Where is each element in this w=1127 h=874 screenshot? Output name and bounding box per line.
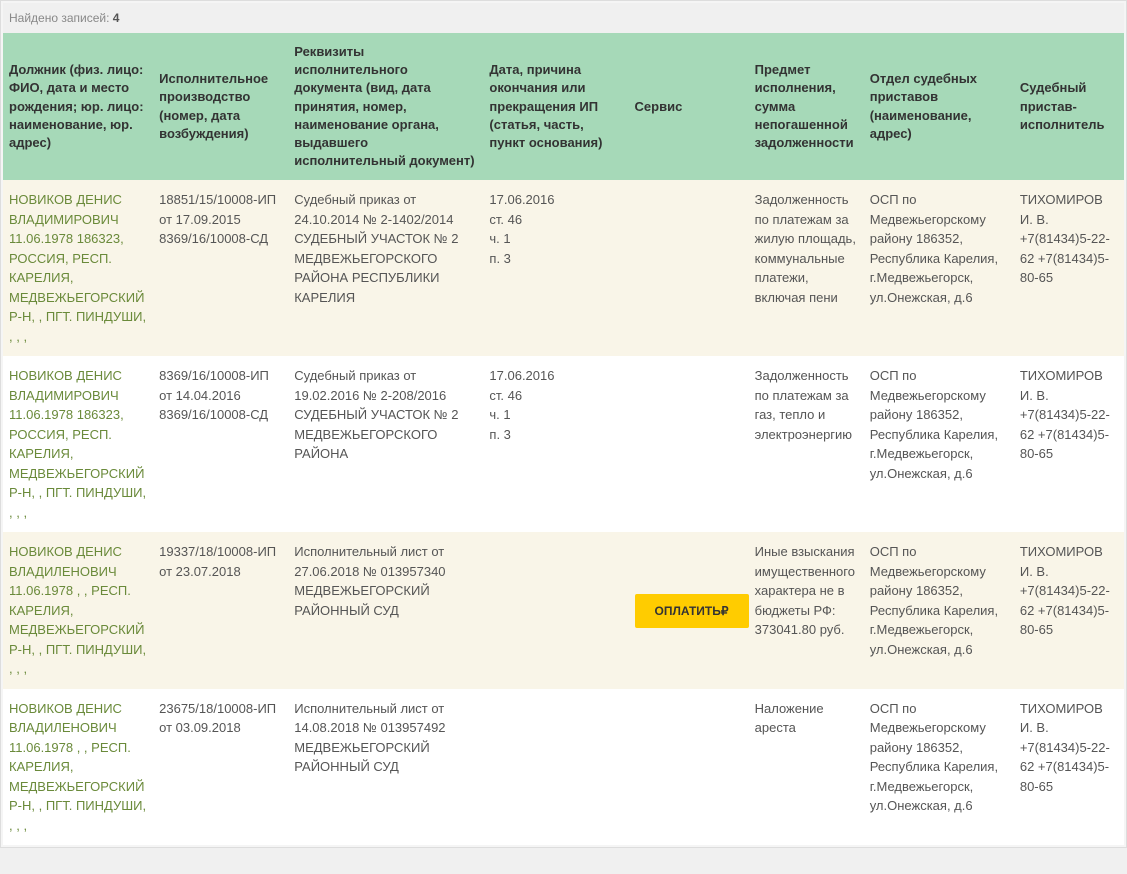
cell-document: Исполнительный лист от 27.06.2018 № 0139…	[288, 532, 483, 689]
table-row: НОВИКОВ ДЕНИС ВЛАДИЛЕНОВИЧ 11.06.1978 , …	[3, 689, 1124, 846]
cell-document: Судебный приказ от 19.02.2016 № 2-208/20…	[288, 356, 483, 532]
cell-debtor: НОВИКОВ ДЕНИС ВЛАДИМИРОВИЧ 11.06.1978 18…	[3, 356, 153, 532]
cell-service: ОПЛАТИТЬ₽	[629, 532, 749, 689]
cell-debtor: НОВИКОВ ДЕНИС ВЛАДИЛЕНОВИЧ 11.06.1978 , …	[3, 532, 153, 689]
cell-proceeding: 18851/15/10008-ИП от 17.09.2015 8369/16/…	[153, 180, 288, 356]
col-header-department: Отдел судебных приставов (наименование, …	[864, 33, 1014, 180]
records-count-value: 4	[113, 11, 120, 25]
cell-subject: Иные взыскания имущественного характера …	[749, 532, 864, 689]
cell-document: Судебный приказ от 24.10.2014 № 2-1402/2…	[288, 180, 483, 356]
cell-department: ОСП по Медвежьегорскому району 186352, Р…	[864, 356, 1014, 532]
cell-proceeding: 19337/18/10008-ИП от 23.07.2018	[153, 532, 288, 689]
col-header-bailiff: Судебный пристав-исполнитель	[1014, 33, 1124, 180]
results-container: Найдено записей: 4 Должник (физ. лицо: Ф…	[0, 0, 1127, 848]
cell-proceeding: 23675/18/10008-ИП от 03.09.2018	[153, 689, 288, 846]
col-header-document: Реквизиты исполнительного документа (вид…	[288, 33, 483, 180]
table-row: НОВИКОВ ДЕНИС ВЛАДИМИРОВИЧ 11.06.1978 18…	[3, 356, 1124, 532]
cell-debtor: НОВИКОВ ДЕНИС ВЛАДИЛЕНОВИЧ 11.06.1978 , …	[3, 689, 153, 846]
cell-proceeding: 8369/16/10008-ИП от 14.04.2016 8369/16/1…	[153, 356, 288, 532]
col-header-service: Сервис	[629, 33, 749, 180]
cell-subject: Наложение ареста	[749, 689, 864, 846]
cell-department: ОСП по Медвежьегорскому району 186352, Р…	[864, 180, 1014, 356]
table-row: НОВИКОВ ДЕНИС ВЛАДИМИРОВИЧ 11.06.1978 18…	[3, 180, 1124, 356]
table-header: Должник (физ. лицо: ФИО, дата и место ро…	[3, 33, 1124, 180]
cell-bailiff: ТИХОМИРОВ И. В. +7(81434)5-22-62 +7(8143…	[1014, 356, 1124, 532]
table-body: НОВИКОВ ДЕНИС ВЛАДИМИРОВИЧ 11.06.1978 18…	[3, 180, 1124, 845]
cell-department: ОСП по Медвежьегорскому району 186352, Р…	[864, 532, 1014, 689]
cell-termination: 17.06.2016 ст. 46 ч. 1 п. 3	[483, 180, 628, 356]
cell-termination	[483, 689, 628, 846]
cell-termination: 17.06.2016 ст. 46 ч. 1 п. 3	[483, 356, 628, 532]
cell-bailiff: ТИХОМИРОВ И. В. +7(81434)5-22-62 +7(8143…	[1014, 532, 1124, 689]
cell-service	[629, 180, 749, 356]
cell-bailiff: ТИХОМИРОВ И. В. +7(81434)5-22-62 +7(8143…	[1014, 689, 1124, 846]
records-count-label: Найдено записей: 4	[3, 3, 1124, 33]
cell-subject: Задолженность по платежам за жилую площа…	[749, 180, 864, 356]
cell-department: ОСП по Медвежьегорскому району 186352, Р…	[864, 689, 1014, 846]
cell-bailiff: ТИХОМИРОВ И. В. +7(81434)5-22-62 +7(8143…	[1014, 180, 1124, 356]
col-header-subject: Предмет исполнения, сумма непогашенной з…	[749, 33, 864, 180]
col-header-debtor: Должник (физ. лицо: ФИО, дата и место ро…	[3, 33, 153, 180]
results-table: Должник (физ. лицо: ФИО, дата и место ро…	[3, 33, 1124, 845]
cell-termination	[483, 532, 628, 689]
pay-button[interactable]: ОПЛАТИТЬ₽	[635, 594, 749, 628]
cell-service	[629, 689, 749, 846]
cell-document: Исполнительный лист от 14.08.2018 № 0139…	[288, 689, 483, 846]
cell-debtor: НОВИКОВ ДЕНИС ВЛАДИМИРОВИЧ 11.06.1978 18…	[3, 180, 153, 356]
col-header-proceeding: Исполнительное производство (номер, дата…	[153, 33, 288, 180]
records-label-text: Найдено записей:	[9, 11, 109, 25]
col-header-termination: Дата, причина окончания или прекращения …	[483, 33, 628, 180]
cell-subject: Задолженность по платежам за газ, тепло …	[749, 356, 864, 532]
table-row: НОВИКОВ ДЕНИС ВЛАДИЛЕНОВИЧ 11.06.1978 , …	[3, 532, 1124, 689]
cell-service	[629, 356, 749, 532]
